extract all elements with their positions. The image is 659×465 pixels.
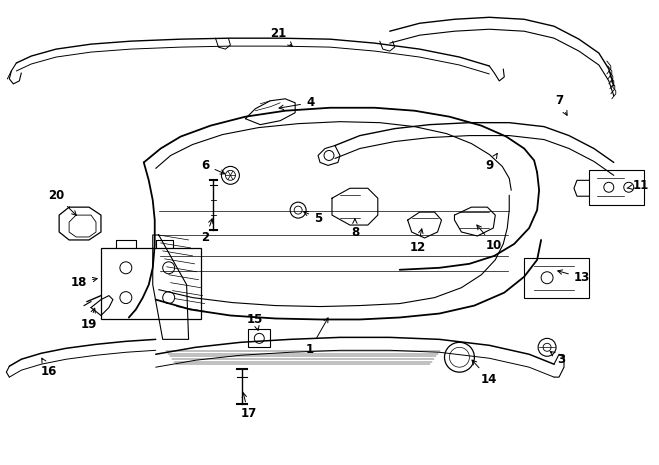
Text: 16: 16 xyxy=(41,358,57,378)
Text: 15: 15 xyxy=(247,313,264,330)
Text: 18: 18 xyxy=(71,276,97,289)
Text: 10: 10 xyxy=(477,225,502,252)
Text: 19: 19 xyxy=(81,308,98,331)
Text: 12: 12 xyxy=(409,229,426,254)
Text: 2: 2 xyxy=(202,219,213,245)
Text: 8: 8 xyxy=(351,219,359,239)
Text: 9: 9 xyxy=(485,153,498,172)
Bar xyxy=(589,170,644,205)
Bar xyxy=(248,329,270,347)
Text: 4: 4 xyxy=(279,96,314,110)
Text: 14: 14 xyxy=(472,360,498,385)
Text: 20: 20 xyxy=(48,189,76,215)
Text: 21: 21 xyxy=(270,27,293,46)
Text: 13: 13 xyxy=(558,270,590,284)
Text: 6: 6 xyxy=(202,159,225,174)
Text: 5: 5 xyxy=(304,212,322,225)
Text: 17: 17 xyxy=(241,393,256,420)
Bar xyxy=(101,248,200,319)
Text: 1: 1 xyxy=(306,318,328,356)
Text: 7: 7 xyxy=(555,94,567,115)
Text: 11: 11 xyxy=(627,179,649,192)
Text: 3: 3 xyxy=(550,352,565,366)
Bar xyxy=(524,258,589,298)
